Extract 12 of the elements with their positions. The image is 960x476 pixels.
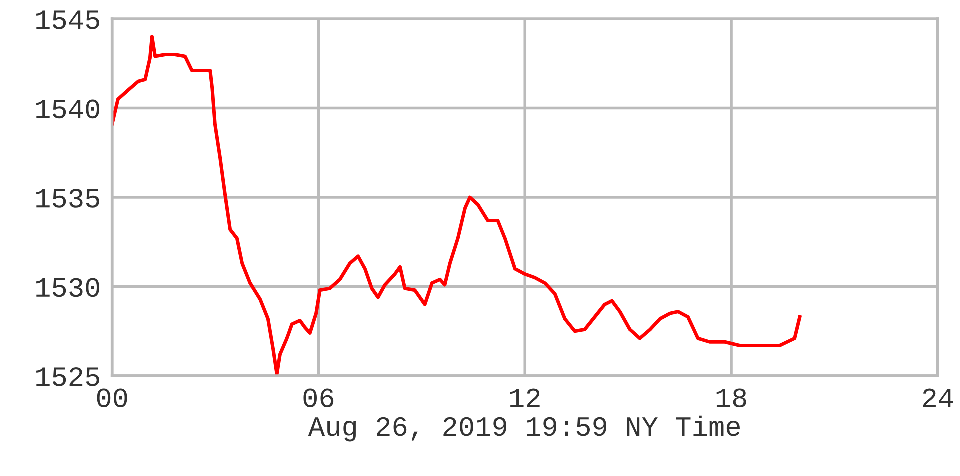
y-tick-label: 1530 [36,278,100,298]
y-tick-label: 1525 [36,368,100,386]
x-tick-label: 18 [716,388,746,408]
y-tick-label: 1535 [36,189,100,208]
x-tick-label: 24 [923,388,954,408]
y-tick-label: 1540 [36,100,100,119]
x-tick-label: 12 [510,388,540,408]
x-tick-label: 06 [304,388,334,408]
line-series [112,35,802,376]
y-tick-label: 1545 [36,10,100,30]
x-tick-label: 00 [97,388,128,408]
x-axis-title: Aug 26, 2019 19:59 NY Time [308,416,740,442]
